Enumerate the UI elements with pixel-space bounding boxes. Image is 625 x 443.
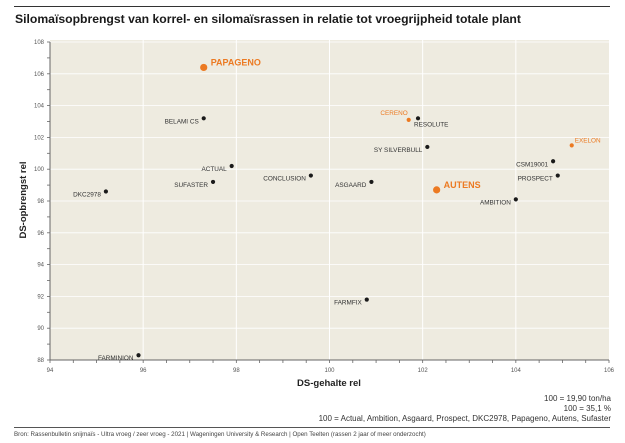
x-tick-label: 104	[511, 368, 522, 374]
data-point: SUFASTER	[174, 179, 216, 189]
point-label: BELAMI CS	[165, 118, 199, 125]
axes: 94 96 98 100 102 104 106 88 90 92 94 96 98 100 102 104 1…	[34, 40, 615, 374]
data-point: SY SILVERBULL	[374, 144, 430, 154]
point-label: CONCLUSION	[263, 176, 306, 183]
y-tick-label: 98	[37, 199, 44, 205]
y-axis-label: DS-opbrengst rel	[18, 161, 29, 238]
y-tick-label: 92	[37, 294, 44, 300]
note-reference-varieties: 100 = Actual, Ambition, Asgaard, Prospec…	[318, 414, 611, 423]
point-label: FARMFIX	[334, 300, 362, 307]
data-point: CSM19001	[516, 159, 556, 168]
x-tick-label: 96	[140, 368, 147, 374]
note-ds: 100 = 35,1 %	[563, 404, 611, 413]
point-label: PROSPECT	[518, 176, 553, 183]
point-marker	[364, 297, 369, 302]
point-marker	[201, 116, 206, 121]
point-marker	[425, 144, 430, 150]
data-points: PAPAGENO BELAMI CS ACTUAL SUFASTER DKC2978 CO…	[73, 57, 601, 362]
point-label: ASGAARD	[335, 182, 367, 189]
y-tick-label: 88	[37, 358, 44, 364]
point-label: FARMINION	[98, 355, 134, 362]
point-marker	[555, 173, 560, 178]
point-marker	[210, 179, 216, 185]
x-tick-label: 94	[47, 368, 54, 374]
point-marker	[103, 189, 108, 194]
point-label: ACTUAL	[201, 166, 227, 173]
bottom-rule	[14, 427, 610, 428]
y-tick-label: 104	[34, 104, 45, 110]
point-marker	[415, 116, 421, 121]
point-label: AUTENS	[444, 180, 481, 190]
point-marker	[308, 173, 313, 178]
data-point: EXELON	[569, 137, 601, 148]
y-tick-label: 100	[34, 167, 45, 173]
point-marker	[229, 163, 234, 169]
x-tick-label: 98	[233, 368, 240, 374]
x-tick-label: 100	[324, 368, 335, 374]
point-label: SUFASTER	[174, 182, 208, 189]
data-point: PROSPECT	[518, 173, 560, 183]
x-tick-label: 106	[604, 368, 615, 374]
top-rule	[14, 6, 610, 7]
x-axis-label: DS-gehalte rel	[297, 378, 361, 389]
point-label: CERENO	[380, 110, 407, 117]
data-point: AUTENS	[433, 180, 481, 194]
data-point: DKC2978	[73, 189, 108, 198]
data-point: FARMINION	[98, 353, 141, 362]
data-point: FARMFIX	[334, 297, 369, 307]
source-text: Bron: Rassenbulletin snijmaïs - Ultra vr…	[14, 431, 426, 438]
point-marker	[433, 186, 441, 194]
point-marker	[136, 353, 141, 358]
point-label: PAPAGENO	[211, 57, 261, 67]
point-label: RESOLUTE	[414, 121, 448, 128]
point-marker	[569, 143, 574, 148]
y-tick-label: 90	[37, 326, 44, 332]
point-label: DKC2978	[73, 191, 101, 198]
y-tick-label: 102	[34, 135, 45, 141]
data-point: RESOLUTE	[414, 116, 448, 128]
point-label: AMBITION	[480, 199, 511, 206]
point-label: EXELON	[575, 137, 601, 144]
data-point: ASGAARD	[335, 179, 374, 189]
y-tick-label: 96	[37, 231, 44, 237]
data-point: PAPAGENO	[200, 57, 261, 72]
data-point: CONCLUSION	[263, 173, 313, 183]
data-point: BELAMI CS	[165, 116, 206, 125]
point-marker	[406, 117, 411, 123]
data-point: ACTUAL	[201, 163, 234, 173]
x-tick-label: 102	[418, 368, 429, 374]
point-marker	[200, 63, 208, 72]
point-marker	[551, 159, 556, 164]
point-marker	[513, 197, 518, 202]
data-point: AMBITION	[480, 197, 518, 206]
note-yield: 100 = 19,90 ton/ha	[544, 394, 611, 403]
point-marker	[369, 179, 374, 185]
data-point: CERENO	[380, 110, 411, 123]
point-label: CSM19001	[516, 161, 548, 168]
chart-title: Silomaïsopbrengst van korrel- en silomaï…	[15, 12, 521, 26]
y-tick-label: 94	[37, 263, 44, 269]
gridlines	[50, 40, 609, 360]
y-tick-label: 106	[34, 72, 45, 78]
point-label: SY SILVERBULL	[374, 147, 423, 154]
y-tick-label: 108	[34, 40, 45, 46]
